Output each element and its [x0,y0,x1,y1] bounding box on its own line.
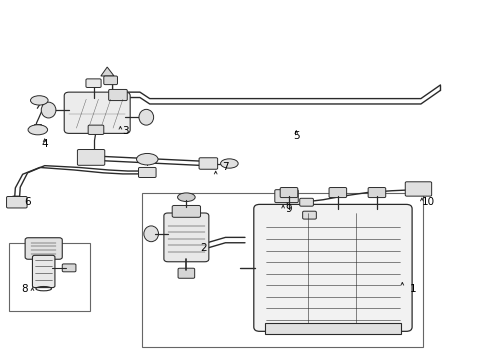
Ellipse shape [137,153,158,165]
Text: 7: 7 [222,162,229,172]
Bar [265,323,401,334]
FancyBboxPatch shape [178,268,195,278]
Text: 9: 9 [286,204,293,214]
FancyBboxPatch shape [109,89,127,100]
Text: 1: 1 [410,284,417,294]
Ellipse shape [28,125,48,135]
FancyBboxPatch shape [254,204,412,331]
FancyBboxPatch shape [139,167,156,177]
Ellipse shape [144,226,159,242]
Text: 5: 5 [293,131,299,141]
Text: 8: 8 [21,284,27,294]
FancyBboxPatch shape [25,238,62,259]
FancyBboxPatch shape [64,92,130,134]
Ellipse shape [41,102,56,118]
FancyBboxPatch shape [164,213,209,262]
FancyBboxPatch shape [77,149,105,165]
FancyBboxPatch shape [368,188,386,198]
FancyBboxPatch shape [280,188,298,198]
Polygon shape [101,67,114,76]
FancyBboxPatch shape [275,190,298,203]
Text: 10: 10 [422,197,435,207]
FancyBboxPatch shape [199,158,218,169]
Ellipse shape [220,159,238,168]
FancyBboxPatch shape [32,255,55,288]
Text: 4: 4 [41,139,48,149]
Text: 2: 2 [200,243,207,253]
Ellipse shape [30,96,48,105]
FancyBboxPatch shape [104,76,118,85]
FancyBboxPatch shape [329,188,346,198]
FancyBboxPatch shape [405,182,432,196]
FancyBboxPatch shape [88,125,104,134]
FancyBboxPatch shape [6,197,27,208]
FancyBboxPatch shape [303,211,317,219]
FancyBboxPatch shape [86,79,101,87]
Ellipse shape [139,109,154,125]
FancyBboxPatch shape [62,264,76,272]
FancyBboxPatch shape [300,198,314,206]
Text: 6: 6 [24,197,31,207]
Text: 3: 3 [122,126,128,135]
FancyBboxPatch shape [172,206,200,217]
Bar [9,243,90,311]
Ellipse shape [177,193,195,202]
Bar [143,193,423,347]
